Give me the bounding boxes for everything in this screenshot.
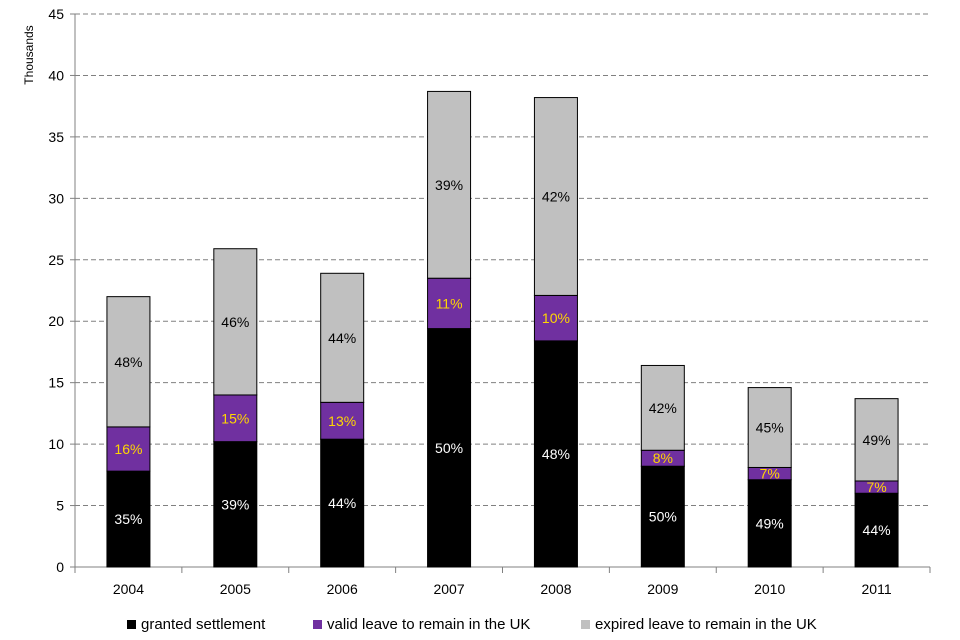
data-label-granted-settlement: 44% <box>328 495 356 511</box>
x-tick-label: 2008 <box>540 581 571 597</box>
y-tick-label: 5 <box>56 498 64 514</box>
data-label-expired-leave: 48% <box>114 354 142 370</box>
legend-item-expired-leave: expired leave to remain in the UK <box>581 616 817 633</box>
bar-segment-expired-leave <box>427 90 472 279</box>
bar-segment-expired-leave <box>320 272 365 403</box>
bar-segment-granted-settlement <box>106 470 151 568</box>
data-label-granted-settlement: 49% <box>756 515 784 531</box>
data-label-expired-leave: 42% <box>542 188 570 204</box>
data-label-valid-leave: 11% <box>436 295 463 311</box>
data-label-valid-leave: 8% <box>653 450 673 466</box>
x-tick-label: 2010 <box>754 581 785 597</box>
bar-segment-valid-leave <box>106 426 151 472</box>
data-label-expired-leave: 42% <box>649 400 677 416</box>
bar-segment-valid-leave <box>427 277 472 330</box>
data-label-valid-leave: 7% <box>866 479 886 495</box>
legend-swatch-granted-settlement <box>127 620 136 629</box>
bar-segment-expired-leave <box>106 296 151 428</box>
legend-label: valid leave to remain in the UK <box>327 616 531 633</box>
bar-segment-expired-leave <box>854 398 899 482</box>
bar-segment-granted-settlement <box>533 340 578 568</box>
y-tick-label: 0 <box>56 559 64 575</box>
bar-segment-expired-leave <box>533 97 578 296</box>
bar-segment-expired-leave <box>213 248 258 396</box>
x-tick-label: 2009 <box>647 581 678 597</box>
bar-segment-expired-leave <box>640 364 685 451</box>
y-tick-label: 45 <box>48 6 64 22</box>
data-label-expired-leave: 49% <box>863 432 891 448</box>
y-axis-title: Thousands <box>22 25 36 84</box>
bar-segment-granted-settlement <box>427 328 472 568</box>
legend-item-granted-settlement: granted settlement <box>127 616 265 633</box>
legend-swatch-valid-leave <box>313 620 322 629</box>
legend-item-valid-leave: valid leave to remain in the UK <box>313 616 530 633</box>
data-labels: 35% 16% 48% 39% 15% 46% 44% 13% 44% 50% 11% 39% 48% 1… <box>114 177 890 538</box>
data-label-valid-leave: 13% <box>328 413 356 429</box>
data-label-valid-leave: 7% <box>760 466 780 482</box>
data-label-expired-leave: 39% <box>435 177 463 193</box>
bar-segment-granted-settlement <box>213 441 258 568</box>
bar-segment-granted-settlement <box>640 465 685 568</box>
data-label-granted-settlement: 50% <box>435 440 463 456</box>
axes: 0 5 10 15 20 25 30 35 40 45 2004 2005 2006 2007 2008 20… <box>48 6 931 597</box>
x-tick-label: 2004 <box>113 581 144 597</box>
data-label-expired-leave: 45% <box>756 420 784 436</box>
y-tick-label: 15 <box>48 375 64 391</box>
y-tick-label: 30 <box>48 190 64 206</box>
data-label-granted-settlement: 35% <box>114 511 142 527</box>
data-label-valid-leave: 10% <box>542 310 570 326</box>
gridlines <box>75 13 930 507</box>
legend: granted settlement valid leave to remain… <box>0 616 960 638</box>
bar-segment-granted-settlement <box>747 479 792 568</box>
bar-segment-valid-leave <box>213 394 258 443</box>
data-label-granted-settlement: 44% <box>863 522 891 538</box>
data-label-valid-leave: 15% <box>221 410 249 426</box>
y-tick-label: 25 <box>48 252 64 268</box>
y-tick-label: 35 <box>48 129 64 145</box>
y-tick-label: 40 <box>48 67 64 83</box>
x-tick-label: 2011 <box>862 581 892 597</box>
y-tick-label: 10 <box>48 436 64 452</box>
bar-segment-granted-settlement <box>320 438 365 568</box>
y-tick-label: 20 <box>48 313 64 329</box>
data-label-valid-leave: 16% <box>114 441 142 457</box>
data-label-granted-settlement: 50% <box>649 509 677 525</box>
data-label-expired-leave: 44% <box>328 330 356 346</box>
bar-segment-valid-leave <box>533 294 578 342</box>
x-tick-label: 2006 <box>327 581 358 597</box>
x-tick-label: 2007 <box>433 581 464 597</box>
legend-label: expired leave to remain in the UK <box>595 616 817 633</box>
bar-segment-valid-leave <box>320 401 365 440</box>
bar-segment-expired-leave <box>747 387 792 468</box>
data-label-granted-settlement: 48% <box>542 446 570 462</box>
x-tick-label: 2005 <box>220 581 251 597</box>
data-label-expired-leave: 46% <box>221 314 249 330</box>
bars <box>106 90 899 568</box>
data-label-granted-settlement: 39% <box>221 496 249 512</box>
legend-swatch-expired-leave <box>581 620 590 629</box>
legend-label: granted settlement <box>141 616 266 633</box>
